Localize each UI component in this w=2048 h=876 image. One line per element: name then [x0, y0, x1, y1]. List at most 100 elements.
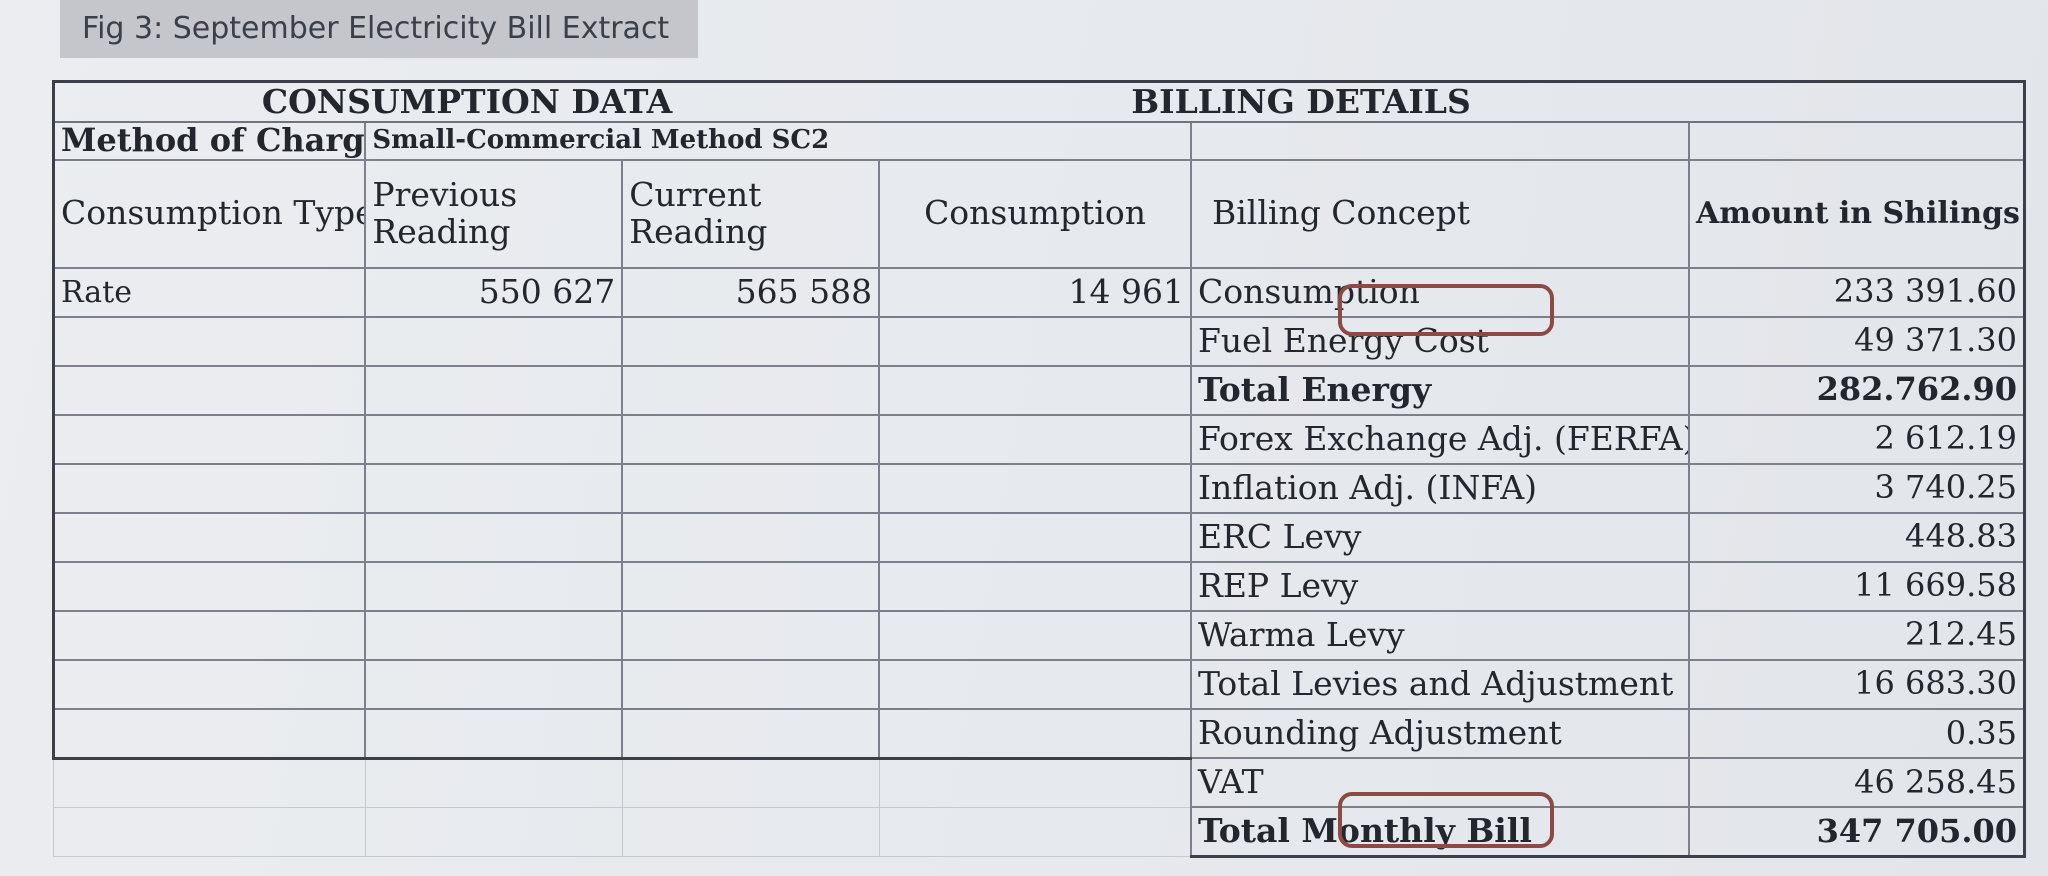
method-blank-cell — [1189, 120, 1690, 161]
empty-cell — [621, 315, 881, 367]
empty-cell — [364, 806, 623, 857]
consumption-type-cell: Rate — [52, 266, 367, 318]
billing-concept-cell: Rounding Adjustment — [1189, 707, 1690, 759]
col-consumption-type: Consumption Type — [52, 158, 367, 269]
billing-concept-cell: Total Energy — [1189, 364, 1690, 416]
empty-cell — [364, 707, 624, 760]
empty-cell — [621, 462, 881, 514]
empty-cell — [52, 462, 367, 514]
empty-cell — [878, 609, 1192, 661]
billing-concept-cell: Total Levies and Adjustment — [1189, 658, 1690, 710]
col-current-reading: Current Reading — [621, 158, 881, 269]
method-label: Method of Charge — [52, 120, 367, 161]
bill-row: VAT 46 258.45 — [53, 757, 2026, 808]
empty-cell — [621, 609, 881, 661]
amount-cell: 2 612.19 — [1687, 413, 2026, 465]
empty-cell — [52, 707, 367, 760]
empty-cell — [621, 413, 881, 465]
col-previous-reading: Previous Reading — [364, 158, 624, 269]
empty-cell — [878, 806, 1192, 857]
empty-cell — [621, 806, 880, 857]
bill-row: Rate 550 627 565 588 14 961 Consumption … — [52, 266, 2026, 318]
method-row: Method of Charge Small-Commercial Method… — [52, 120, 2026, 161]
billing-concept-cell: VAT — [1189, 757, 1690, 808]
billing-concept-cell: REP Levy — [1189, 560, 1690, 612]
figure-caption: Fig 3: September Electricity Bill Extrac… — [60, 0, 698, 58]
empty-cell — [621, 707, 881, 760]
empty-cell — [364, 364, 624, 416]
amount-cell: 282.762.90 — [1687, 364, 2026, 416]
consumption-data-heading: CONSUMPTION DATA — [52, 80, 880, 123]
column-header-row: Consumption Type Previous Reading Curren… — [52, 158, 2026, 269]
amount-cell: 0.35 — [1687, 707, 2026, 759]
empty-cell — [364, 560, 624, 612]
previous-reading-cell: 550 627 — [364, 266, 624, 318]
empty-cell — [878, 315, 1192, 367]
empty-cell — [878, 413, 1192, 465]
empty-cell — [52, 511, 367, 563]
bill-row: Total Levies and Adjustment 16 683.30 — [52, 658, 2026, 710]
bill-row: Fuel Energy Cost 49 371.30 — [52, 315, 2026, 367]
empty-cell — [52, 364, 367, 416]
empty-cell — [878, 707, 1192, 760]
empty-cell — [53, 806, 366, 857]
col-amount: Amount in Shilings — [1687, 158, 2026, 269]
empty-cell — [52, 315, 367, 367]
empty-cell — [364, 757, 623, 808]
empty-cell — [52, 658, 367, 710]
empty-cell — [878, 757, 1192, 808]
empty-cell — [621, 511, 881, 563]
amount-cell: 233 391.60 — [1687, 266, 2026, 318]
consumption-cell: 14 961 — [878, 266, 1192, 318]
amount-cell: 347 705.00 — [1687, 806, 2026, 858]
empty-cell — [52, 560, 367, 612]
bill-row: REP Levy 11 669.58 — [52, 560, 2026, 612]
empty-cell — [621, 757, 880, 808]
section-header-row: CONSUMPTION DATA BILLING DETAILS — [52, 80, 2027, 123]
billing-concept-cell: Warma Levy — [1189, 609, 1690, 661]
bill-row: Rounding Adjustment 0.35 — [52, 707, 2026, 760]
billing-concept-cell: ERC Levy — [1189, 511, 1690, 563]
empty-cell — [878, 364, 1192, 416]
billing-concept-cell: Forex Exchange Adj. (FERFA) — [1189, 413, 1690, 465]
empty-cell — [52, 609, 367, 661]
col-billing-concept: Billing Concept — [1189, 158, 1690, 269]
empty-cell — [621, 364, 881, 416]
empty-cell — [878, 658, 1192, 710]
billing-concept-cell: Total Monthly Bill — [1189, 806, 1690, 858]
empty-cell — [364, 658, 624, 710]
empty-cell — [878, 462, 1192, 514]
bill-row: ERC Levy 448.83 — [52, 511, 2026, 563]
empty-cell — [364, 462, 624, 514]
billing-details-heading: BILLING DETAILS — [879, 80, 2027, 123]
empty-cell — [621, 560, 881, 612]
empty-cell — [364, 413, 624, 465]
amount-cell: 212.45 — [1687, 609, 2026, 661]
amount-cell: 3 740.25 — [1687, 462, 2026, 514]
amount-cell: 448.83 — [1687, 511, 2026, 563]
amount-cell: 16 683.30 — [1687, 658, 2026, 710]
bill-row: Forex Exchange Adj. (FERFA) 2 612.19 — [52, 413, 2026, 465]
bill-row: Total Monthly Bill 347 705.00 — [53, 806, 2026, 858]
billing-concept-cell: Inflation Adj. (INFA) — [1189, 462, 1690, 514]
empty-cell — [621, 658, 881, 710]
empty-cell — [52, 413, 367, 465]
amount-cell: 11 669.58 — [1687, 560, 2026, 612]
billing-concept-cell: Consumption — [1189, 266, 1690, 318]
col-consumption: Consumption — [878, 158, 1192, 269]
bill-row: Inflation Adj. (INFA) 3 740.25 — [52, 462, 2026, 514]
electricity-bill-table: CONSUMPTION DATA BILLING DETAILS Method … — [52, 80, 2027, 858]
method-value: Small-Commercial Method SC2 — [364, 120, 1192, 161]
method-blank-cell — [1687, 120, 2026, 161]
empty-cell — [364, 511, 624, 563]
empty-cell — [878, 560, 1192, 612]
empty-cell — [53, 757, 366, 808]
amount-cell: 49 371.30 — [1687, 315, 2026, 367]
bill-row: Warma Levy 212.45 — [52, 609, 2026, 661]
current-reading-cell: 565 588 — [621, 266, 881, 318]
empty-cell — [364, 609, 624, 661]
billing-concept-cell: Fuel Energy Cost — [1189, 315, 1690, 367]
empty-cell — [878, 511, 1192, 563]
bill-row: Total Energy 282.762.90 — [52, 364, 2026, 416]
